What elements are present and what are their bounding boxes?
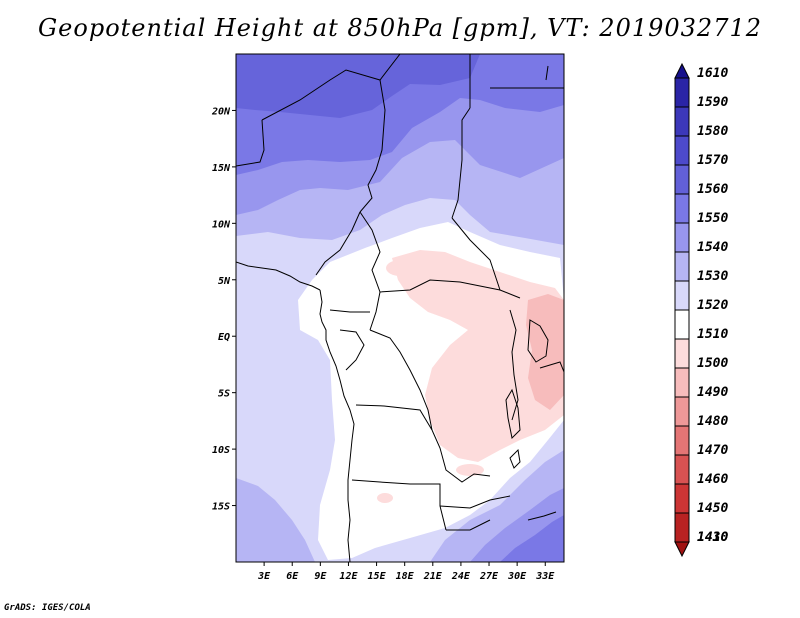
colorbar-label: 1520: [697, 298, 728, 313]
colorbar-label: 1580: [697, 124, 728, 139]
colorbar-label: 1590: [697, 95, 728, 110]
colorbar-swatch: [674, 106, 690, 137]
lat-tick-label: 5S: [218, 389, 230, 400]
colorbar-label: 1510: [697, 327, 728, 342]
lat-tick-label: 10S: [212, 445, 230, 456]
lon-tick-label: 30E: [507, 571, 527, 582]
colorbar-swatch: [674, 338, 690, 369]
colorbar-swatch: [674, 62, 690, 79]
chart-title: Geopotential Height at 850hPa [gpm], VT:…: [38, 14, 762, 42]
colorbar-label: 1480: [697, 414, 728, 429]
colorbar-swatch: [674, 251, 690, 282]
colorbar-swatch: [674, 222, 690, 253]
lon-tick-label: 15E: [368, 571, 387, 582]
colorbar-label: 1500: [697, 356, 728, 371]
colorbar-swatch: [674, 164, 690, 195]
lon-tick-label: 27E: [479, 571, 499, 582]
lon-tick-label: 33E: [535, 571, 555, 582]
colorbar-label: 1410: [697, 530, 728, 545]
latitude-axis: 20N 15N 10N 5N EQ 5S 10S 15S: [211, 106, 236, 513]
field-patch-1500-c: [377, 493, 393, 503]
lat-tick-label: 5N: [218, 276, 231, 287]
colorbar-label: 1570: [697, 153, 728, 168]
colorbar-label: 1550: [697, 211, 728, 226]
lat-tick-label: 15N: [212, 163, 231, 174]
colorbar-swatch: [674, 454, 690, 485]
lon-tick-label: 12E: [339, 571, 358, 582]
lon-tick-label: 3E: [257, 571, 271, 582]
colorbar-label: 1560: [697, 182, 728, 197]
lon-tick-label: 6E: [286, 571, 299, 582]
field-patch-1500-a: [386, 260, 414, 276]
field-patch-1500-b: [456, 464, 484, 476]
colorbar-swatch: [674, 193, 690, 224]
lon-tick-label: 21E: [423, 571, 443, 582]
colorbar-swatch: [674, 396, 690, 427]
map-panel: [236, 54, 564, 562]
field-band-1500-east: [392, 250, 564, 462]
colorbar-label: 1610: [697, 66, 728, 81]
field-band-1550-southeast: [500, 515, 564, 562]
colorbar-swatch: [674, 309, 690, 340]
colorbar-swatch: [674, 77, 690, 108]
lon-tick-label: 24E: [451, 571, 471, 582]
footer-credit: GrADS: IGES/COLA: [4, 603, 91, 613]
longitude-axis: 3E 6E 9E 12E 15E 18E 21E 24E 27E 30E 33E: [257, 562, 555, 582]
colorbar-swatch: [674, 280, 690, 311]
colorbar-swatch: [674, 367, 690, 398]
colorbar-swatch: [674, 135, 690, 166]
lon-tick-label: 9E: [314, 571, 327, 582]
colorbar-swatch: [674, 425, 690, 456]
colorbar-swatch: [674, 541, 690, 558]
colorbar-label: 1460: [697, 472, 728, 487]
lat-tick-label: 15S: [212, 502, 230, 513]
colorbar-label: 1470: [697, 443, 728, 458]
colorbar-label: 1530: [697, 269, 728, 284]
field-band-1530-southwest: [236, 478, 315, 562]
colorbar: 1610 1590 1580 1570 1560 1550 1540 1530 1520 1510…: [674, 62, 728, 558]
lat-tick-label: EQ: [218, 332, 230, 343]
lat-tick-label: 20N: [211, 106, 231, 117]
colorbar-label: 1450: [697, 501, 728, 516]
colorbar-label: 1490: [697, 385, 728, 400]
map-frame: [235, 53, 565, 563]
lat-tick-label: 10N: [212, 219, 231, 230]
coastlines-borders: [236, 54, 564, 562]
colorbar-label: 1540: [697, 240, 728, 255]
colorbar-label: 1430: [697, 530, 728, 545]
colorbar-swatch: [674, 483, 690, 514]
colorbar-swatch: [674, 512, 690, 543]
lon-tick-label: 18E: [396, 571, 415, 582]
